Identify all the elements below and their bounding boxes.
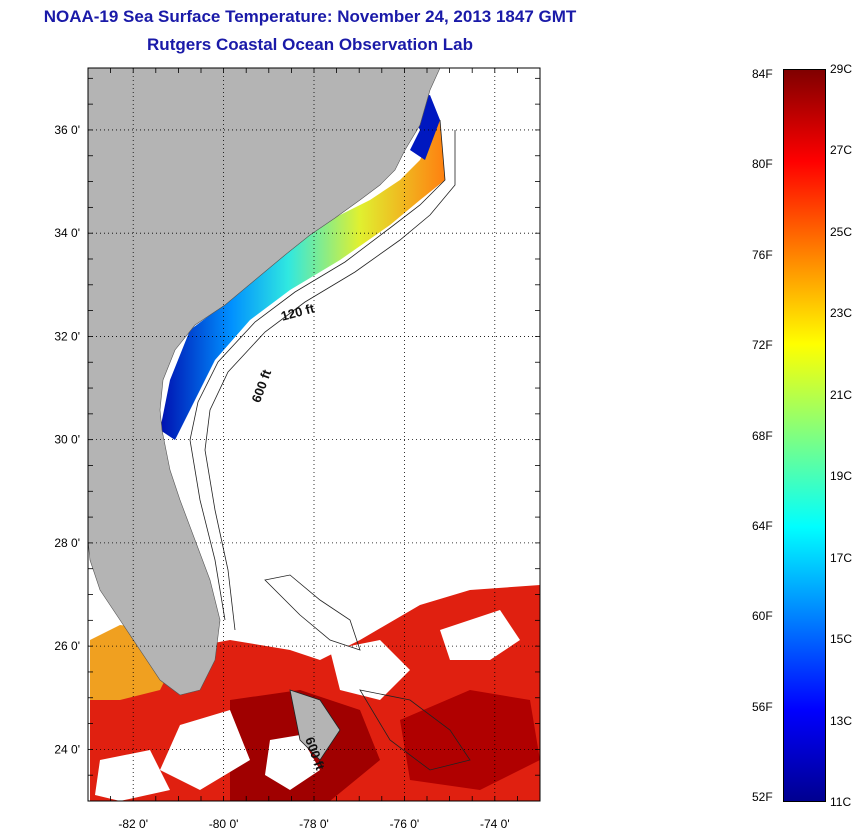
lat-tick-label: 26 0' [54, 639, 80, 653]
colorbar-fahrenheit-label: 56F [752, 699, 773, 714]
lat-tick-label: 30 0' [54, 433, 80, 447]
lon-tick-label: -82 0' [118, 817, 148, 831]
colorbar-fahrenheit-label: 72F [752, 338, 773, 352]
map-subtitle: Rutgers Coastal Ocean Observation Lab [147, 35, 473, 54]
lon-tick-label: -76 0' [390, 817, 420, 831]
colorbar [783, 69, 826, 802]
colorbar-celsius-label: 19C [830, 469, 853, 484]
colorbar-celsius-label: 23C [830, 306, 853, 321]
colorbar-celsius-label: 29C [830, 62, 853, 76]
colorbar-celsius-label: 15C [830, 632, 853, 647]
colorbar-fahrenheit-label: 84F [752, 66, 773, 81]
colorbar-fahrenheit-label: 76F [752, 247, 773, 262]
colorbar-fahrenheit-label: 64F [752, 518, 773, 533]
colorbar-fahrenheit-label: 80F [752, 157, 773, 172]
colorbar-fahrenheit-label: 52F [752, 790, 773, 805]
lon-tick-label: -80 0' [209, 817, 239, 831]
lat-tick-label: 24 0' [54, 742, 80, 756]
map-title: NOAA-19 Sea Surface Temperature: Novembe… [43, 7, 577, 26]
colorbar-celsius-label: 21C [830, 387, 853, 402]
colorbar-celsius-label: 13C [830, 713, 853, 728]
colorbar-celsius-label: 17C [830, 550, 853, 565]
colorbar-celsius-label: 27C [830, 143, 853, 158]
lat-tick-label: 28 0' [54, 536, 80, 550]
lon-tick-label: -74 0' [480, 817, 510, 831]
lat-tick-label: 34 0' [54, 226, 80, 240]
map-frame [87, 67, 541, 802]
lat-tick-label: 32 0' [54, 329, 80, 343]
colorbar-celsius-label: 25C [830, 224, 853, 239]
colorbar-celsius-label: 11C [830, 795, 852, 809]
colorbar-fahrenheit-label: 68F [752, 428, 773, 443]
axis-ticks: -82 0' -80 0' -78 0' -76 0' -74 0' 24 0' 26 0'… [54, 68, 541, 831]
coastal-cold-band [160, 120, 445, 440]
lon-tick-label: -78 0' [299, 817, 329, 831]
land-mass [88, 68, 441, 696]
grid-lines [88, 68, 540, 801]
lat-tick-label: 36 0' [54, 123, 80, 137]
colorbar-fahrenheit-label: 60F [752, 609, 773, 624]
warm-water-region [90, 585, 540, 801]
